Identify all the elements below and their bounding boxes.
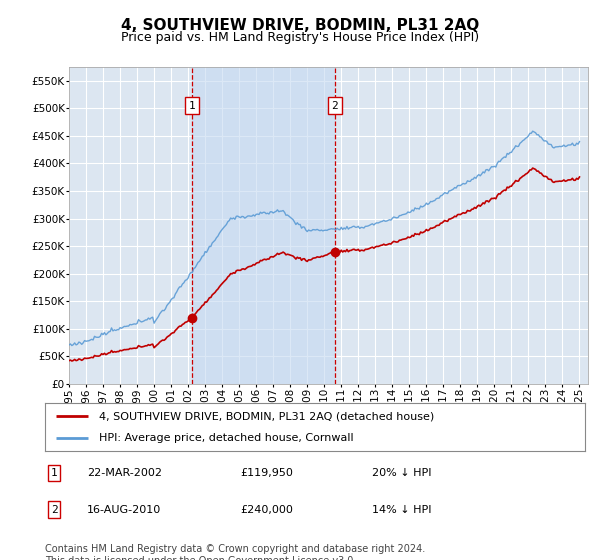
Text: 1: 1 [188, 101, 195, 111]
Text: 4, SOUTHVIEW DRIVE, BODMIN, PL31 2AQ (detached house): 4, SOUTHVIEW DRIVE, BODMIN, PL31 2AQ (de… [99, 411, 434, 421]
Text: 4, SOUTHVIEW DRIVE, BODMIN, PL31 2AQ: 4, SOUTHVIEW DRIVE, BODMIN, PL31 2AQ [121, 18, 479, 33]
Text: Price paid vs. HM Land Registry's House Price Index (HPI): Price paid vs. HM Land Registry's House … [121, 31, 479, 44]
Bar [192, 67, 335, 384]
Text: £240,000: £240,000 [240, 505, 293, 515]
Text: Contains HM Land Registry data © Crown copyright and database right 2024.
This d: Contains HM Land Registry data © Crown c… [45, 544, 425, 560]
Text: HPI: Average price, detached house, Cornwall: HPI: Average price, detached house, Corn… [99, 433, 353, 443]
Text: £119,950: £119,950 [240, 468, 293, 478]
Text: 20% ↓ HPI: 20% ↓ HPI [372, 468, 431, 478]
Text: 16-AUG-2010: 16-AUG-2010 [87, 505, 161, 515]
Text: 1: 1 [50, 468, 58, 478]
Text: 2: 2 [331, 101, 338, 111]
Text: 14% ↓ HPI: 14% ↓ HPI [372, 505, 431, 515]
Text: 2: 2 [50, 505, 58, 515]
Text: 22-MAR-2002: 22-MAR-2002 [87, 468, 162, 478]
